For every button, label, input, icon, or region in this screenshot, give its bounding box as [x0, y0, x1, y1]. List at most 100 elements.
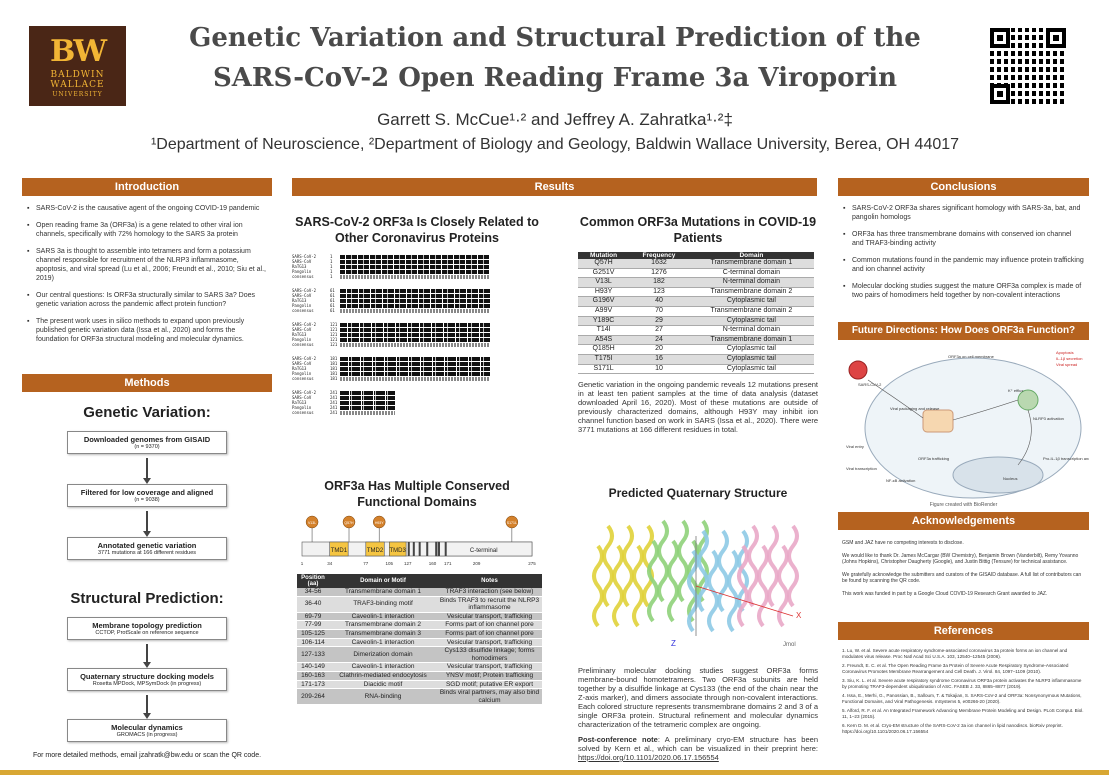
alignment-block: SARS-CoV-2 SARS-CoV RaTG13 Pangolin consensu… [292, 390, 542, 415]
table-row: 34-56 Transmembrane domain 1 TRAF3 interac… [297, 588, 542, 597]
alignment-row-label: SARS-CoV-2 [292, 254, 317, 259]
alignment-row-number: 1 [330, 259, 333, 264]
alignment-row-number: 61 [330, 288, 335, 293]
alignment-row-number: 61 [330, 303, 335, 308]
alignment-row-number: 181 [330, 376, 338, 381]
alignment-row-number: 121 [330, 332, 338, 337]
domains-panel: ORF3a Has Multiple Conserved Functional … [292, 478, 542, 706]
reference-item: 4. Issa, E., Merhi, G., Panossian, B., S… [842, 693, 1082, 704]
table-row: G251V 1276 C-terminal domain [578, 268, 814, 279]
alignment-labels: SARS-CoV-2 SARS-CoV RaTG13 Pangolin consensu… [292, 356, 330, 381]
domain-segment [329, 541, 349, 557]
helix-ribbon [727, 549, 739, 633]
motif-mark [444, 542, 447, 556]
alignment-row-number: 241 [330, 410, 338, 415]
alignment-row-number: 121 [330, 322, 338, 327]
alignment-row-residues [340, 269, 490, 274]
helix-ribbon [737, 529, 749, 613]
domains-title: ORF3a Has Multiple Conserved Functional … [324, 479, 510, 509]
bullet-item: Common mutations found in the pandemic m… [842, 256, 1085, 274]
marker-label: H93Y [375, 521, 384, 525]
alignment-block: SARS-CoV-2 SARS-CoV RaTG13 Pangolin consensu… [292, 288, 542, 313]
bullet-item: Molecular docking studies suggest the ma… [842, 282, 1085, 300]
mutation-table-cell: Y189C [578, 316, 630, 327]
logo-text-2: WALLACE [50, 80, 105, 90]
logo-text-3: UNIVERSITY [52, 91, 103, 98]
alignment-row-number: 181 [330, 371, 338, 376]
mutation-table-cell: 1276 [629, 268, 689, 279]
table-row: V13L 182 N-terminal domain [578, 277, 814, 288]
reference-item: 3. Siu, K. L. et al. Severe acute respir… [842, 678, 1082, 689]
motif-mark [418, 542, 421, 556]
arrow-head-icon [143, 531, 151, 537]
table-row: T14I 27 N-terminal domain [578, 325, 814, 336]
alignment-row-label: RaTG13 [292, 264, 307, 269]
flow-step: Annotated genetic variation 3771 mutation… [67, 537, 227, 560]
flow-step: Quaternary structure docking models Roset… [67, 668, 227, 691]
mutation-table-cell: Cytoplasmic tail [688, 354, 814, 365]
mutations-title: Common ORF3a Mutations in COVID-19 Patie… [579, 215, 817, 245]
mutation-table-header-row: Mutation Frequency Domain [578, 252, 814, 259]
alignment-sequences [340, 356, 490, 381]
mutation-table-cell: S171L [578, 364, 630, 375]
domain-table-header-row: Position (aa) Domain or Motif Notes [297, 574, 542, 588]
helix-ribbon [677, 519, 689, 603]
marker-circle-icon [305, 515, 319, 529]
alignment-row-label: SARS-CoV [292, 293, 312, 298]
alignment-row-residues [340, 327, 490, 332]
qr-code-icon[interactable] [990, 28, 1066, 104]
alignment-row-label: Pangolin [292, 337, 312, 342]
flow-step: Molecular dynamics GROMACS (in progress) [67, 719, 227, 742]
flow-step-detail: CCTOP, ProtScale on reference sequence [95, 630, 199, 636]
alignment-row-label: SARS-CoV [292, 327, 312, 332]
alignment-row-number: 1 [330, 269, 333, 274]
post-note-label: Post-conference note [578, 735, 658, 744]
alignment-row-label: SARS-CoV-2 [292, 288, 317, 293]
mutation-table-cell: 24 [629, 335, 689, 346]
methods-header: Methods [22, 374, 272, 392]
helix-ribbon [767, 524, 779, 608]
mutation-table-cell: Transmembrane domain 1 [688, 335, 814, 346]
alignment-row-residues [340, 390, 490, 395]
mutation-table-cell: N-terminal domain [688, 325, 814, 336]
post-note-text: : A preliminary cryo-EM structure has be… [578, 735, 818, 753]
alignment-numbers: 121 121 121 121 121 [330, 322, 340, 347]
mutation-table-cell: Cytoplasmic tail [688, 344, 814, 355]
quaternary-text: Preliminary molecular docking studies su… [578, 666, 818, 729]
mutation-table-cell: 123 [629, 287, 689, 298]
bullet-item: The present work uses in silico methods … [26, 317, 268, 344]
domain-table-cell: Caveolin-1 interaction [329, 612, 437, 622]
domain-segment-label: TMD1 [331, 548, 348, 554]
alignment-row-residues [340, 371, 490, 376]
domain-segment [365, 541, 385, 557]
reference-item: 6. Kern D. M. et al. Cryo-EM structure o… [842, 723, 1063, 734]
domain-table-cell: Transmembrane domain 1 [329, 588, 437, 597]
marker-label: V13L [308, 521, 316, 525]
domain-table-cell: Forms part of ion channel pore [437, 629, 542, 639]
domain-table-cell: Caveolin-1 interaction [329, 662, 437, 672]
helix-ribbon [747, 524, 759, 608]
sequence-alignment: SARS-CoV-2 SARS-CoV RaTG13 Pangolin consensu… [292, 254, 542, 415]
flow-step: Membrane topology prediction CCTOP, ProtS… [67, 617, 227, 640]
future-diagram-label: Viral entry [846, 444, 864, 449]
flow-step-label: Molecular dynamics [111, 723, 183, 732]
future-diagram-label: NLRP3 activation [1033, 416, 1064, 421]
axis-line [695, 585, 794, 617]
pathway-arrow [1017, 409, 1032, 466]
marker-label: S171L [507, 521, 517, 525]
logo-letters: BW [49, 34, 107, 69]
helix-ribbon [602, 524, 614, 608]
axis-z-label: Z [671, 639, 676, 648]
conclusions-section: Conclusions SARS-CoV-2 ORF3a shares sign… [838, 178, 1089, 308]
domain-table-cell: 209-264 [297, 688, 329, 706]
domain-segment-label: C-terminal [470, 548, 498, 554]
flow-step-label: Annotated genetic variation [97, 541, 197, 550]
domain-table-cell: 160-163 [297, 671, 329, 681]
alignment-row-number: 241 [330, 400, 338, 405]
mutation-table-cell: 10 [629, 364, 689, 375]
acknowledgement-paragraph: GSM and JAZ have no competing interests … [842, 540, 964, 546]
table-row: 160-163 Clathrin-mediated endocytosis YNSV… [297, 671, 542, 681]
post-note-link[interactable]: https://doi.org/10.1101/2020.06.17.15655… [578, 753, 719, 762]
domain-table-cell: 140-149 [297, 662, 329, 672]
marker-label: Q57H [344, 521, 354, 525]
